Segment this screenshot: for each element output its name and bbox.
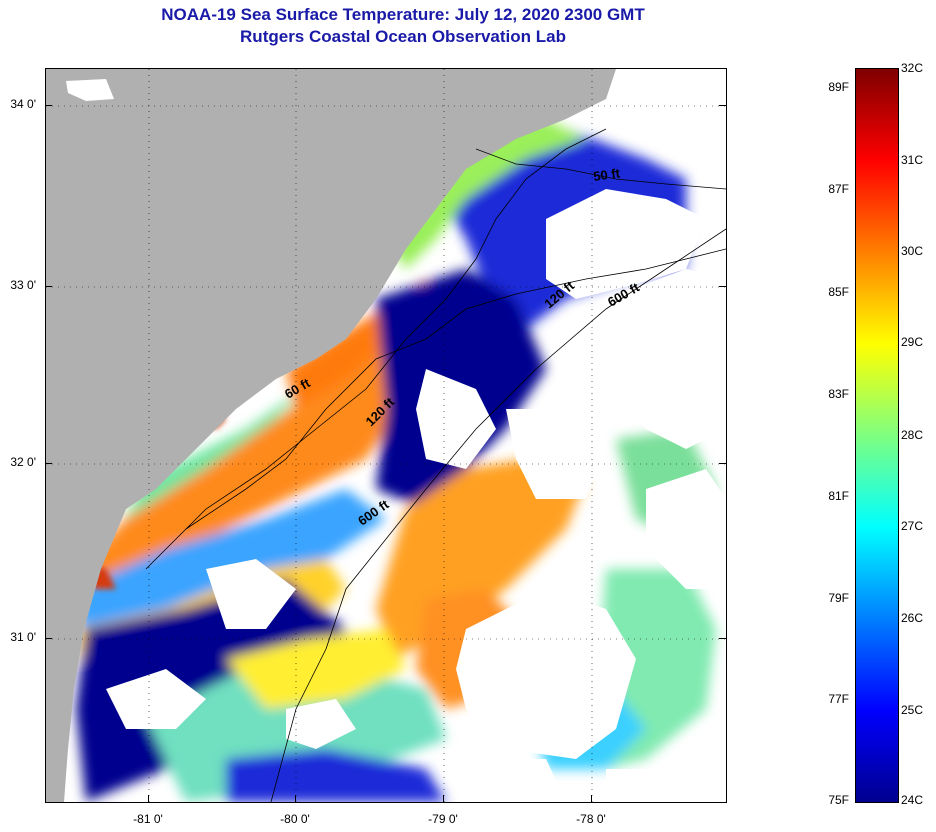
tick-mark: [45, 638, 52, 639]
lon-tick-label: -81 0': [133, 812, 163, 826]
map-subtitle: Rutgers Coastal Ocean Observation Lab: [240, 27, 566, 46]
colorbar-f-label: 83F: [828, 387, 849, 401]
colorbar-c-label: 30C: [901, 244, 924, 258]
tick-mark: [45, 286, 52, 287]
colorbar-f-label: 77F: [828, 692, 849, 706]
lon-tick-label: -78 0': [576, 812, 606, 826]
isobath-label: 50 ft: [592, 165, 621, 184]
colorbar-f-label: 89F: [828, 80, 849, 94]
tick-mark: [45, 463, 52, 464]
tick-mark: [443, 795, 444, 802]
tick-mark: [295, 795, 296, 802]
tick-mark: [719, 105, 726, 106]
lat-tick-label: 34 0': [10, 97, 36, 111]
land-patch: [66, 79, 114, 101]
colorbar-f-label: 75F: [828, 793, 849, 807]
isobath-lines: [145, 128, 726, 802]
lat-tick-label: 32 0': [10, 455, 36, 469]
sst-map[interactable]: 50 ft 120 ft 600 ft 60 ft 120 ft 600 ft: [45, 68, 727, 803]
lon-tick-label: -79 0': [428, 812, 458, 826]
temperature-colorbar: [855, 68, 899, 803]
colorbar-c-label: 27C: [901, 519, 924, 533]
colorbar-c-label: 25C: [901, 703, 924, 717]
sst-map-canvas: 50 ft 120 ft 600 ft 60 ft 120 ft 600 ft: [46, 69, 726, 802]
map-title: NOAA-19 Sea Surface Temperature: July 12…: [161, 5, 645, 24]
cloud-mask: [106, 189, 726, 802]
tick-mark: [719, 638, 726, 639]
colorbar-c-label: 28C: [901, 428, 924, 442]
graticule: [46, 69, 726, 802]
colorbar-f-label: 79F: [828, 591, 849, 605]
tick-mark: [45, 105, 52, 106]
lat-tick-label: 31 0': [10, 630, 36, 644]
lat-tick-label: 33 0': [10, 278, 36, 292]
tick-mark: [591, 795, 592, 802]
colorbar-c-label: 31C: [901, 153, 924, 167]
colorbar-c-label: 24C: [901, 793, 924, 807]
colorbar-c-label: 26C: [901, 611, 924, 625]
colorbar-f-label: 85F: [828, 285, 849, 299]
tick-mark: [719, 286, 726, 287]
tick-mark: [719, 463, 726, 464]
tick-mark: [148, 795, 149, 802]
colorbar-f-label: 81F: [828, 489, 849, 503]
colorbar-f-label: 87F: [828, 182, 849, 196]
lon-tick-label: -80 0': [280, 812, 310, 826]
colorbar-c-label: 32C: [901, 61, 924, 75]
colorbar-c-label: 29C: [901, 335, 924, 349]
land-mass: [46, 69, 616, 802]
